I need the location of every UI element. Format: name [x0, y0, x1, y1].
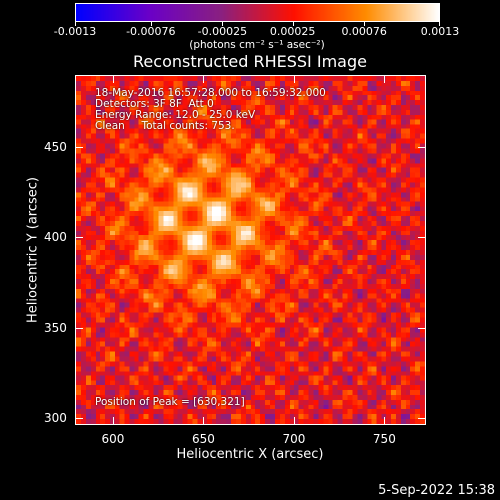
y-tick-label: 450 [44, 140, 67, 155]
x-tick-label: 600 [101, 432, 125, 446]
colorbar [75, 3, 440, 22]
detectors-annotation: Detectors: 3F 8F Att 0 [95, 98, 214, 110]
x-tick-mark-top [203, 75, 205, 83]
peak-position-annotation: Position of Peak = [630,321] [95, 396, 245, 408]
y-tick-label: 300 [44, 410, 67, 425]
x-tick-mark [293, 417, 295, 425]
colorbar-tick-label: -0.0013 [53, 25, 97, 38]
colorbar-tick-mark [364, 21, 366, 26]
clean-counts-annotation: Clean Total counts: 753. [95, 120, 235, 132]
y-tick-label: 400 [44, 230, 67, 245]
colorbar-tick-label: -0.00025 [197, 25, 248, 38]
timestamp: 5-Sep-2022 15:38 [378, 483, 495, 498]
colorbar-tick-mark [75, 21, 76, 26]
colorbar-tick-mark [222, 21, 224, 26]
x-tick-mark [112, 417, 114, 425]
y-tick-mark [75, 417, 83, 419]
colorbar-tick-label: 0.00025 [269, 25, 316, 38]
y-axis-label: Heliocentric Y (arcsec) [25, 177, 41, 323]
x-tick-mark-top [293, 75, 295, 83]
colorbar-tick-mark [292, 21, 294, 26]
plot-title: Reconstructed RHESSI Image [133, 52, 367, 71]
y-tick-mark-right [418, 417, 426, 419]
x-tick-label: 750 [372, 432, 396, 446]
colorbar-units-label: (photons cm⁻² s⁻¹ asec⁻²) [189, 39, 325, 51]
colorbar-tick-label: 0.00076 [341, 25, 387, 38]
colorbar-tick-label: 0.0013 [420, 25, 460, 38]
x-tick-mark-top [112, 75, 114, 83]
x-tick-mark [384, 417, 386, 425]
x-tick-label: 650 [192, 432, 215, 446]
x-tick-mark [203, 417, 205, 425]
plot-area: 18-May-2016 16:57:28.000 to 16:59:32.000… [75, 75, 426, 425]
y-tick-mark-right [418, 147, 426, 149]
rhessi-heatmap [76, 76, 425, 424]
y-tick-mark [75, 237, 83, 239]
x-tick-label: 700 [282, 432, 306, 446]
colorbar-tick-mark [439, 21, 440, 26]
x-tick-mark-top [384, 75, 386, 83]
x-axis-label: Heliocentric X (arcsec) [176, 447, 324, 462]
y-tick-mark-right [418, 327, 426, 329]
y-tick-mark-right [418, 237, 426, 239]
energy-range-annotation: Energy Range: 12.0 - 25.0 keV [95, 109, 256, 121]
y-tick-label: 350 [44, 320, 67, 335]
time-range-annotation: 18-May-2016 16:57:28.000 to 16:59:32.000 [95, 87, 326, 99]
y-tick-mark [75, 327, 83, 329]
colorbar-tick-mark [150, 21, 152, 26]
y-tick-mark [75, 147, 83, 149]
colorbar-tick-label: -0.00076 [126, 25, 176, 38]
